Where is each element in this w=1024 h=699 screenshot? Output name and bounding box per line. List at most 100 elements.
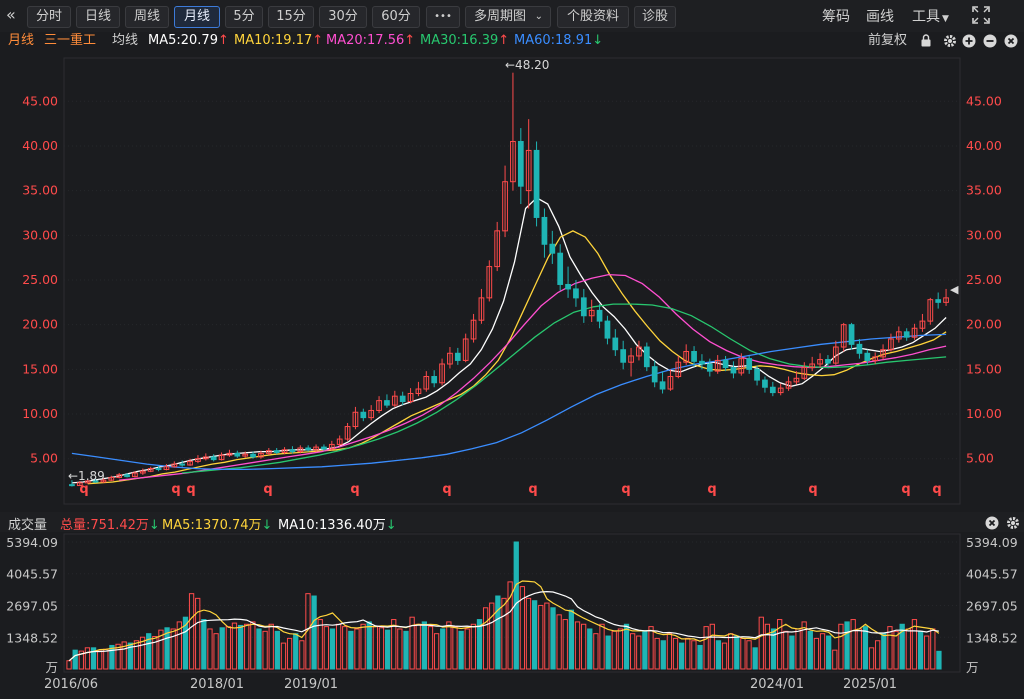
volume-bar (507, 581, 513, 670)
candle (273, 448, 280, 455)
draw-line-button[interactable]: 画线 (866, 9, 894, 25)
volume-bar (691, 640, 697, 670)
zoom-in-icon[interactable] (962, 34, 976, 48)
volume-bar (305, 593, 311, 670)
fullscreen-icon[interactable] (972, 6, 990, 28)
candle (817, 353, 823, 368)
settings-icon[interactable] (943, 34, 957, 48)
caret-down-icon: ▼ (942, 14, 949, 24)
candle (565, 266, 571, 298)
candle-body (258, 452, 264, 458)
volume-bar (378, 627, 385, 670)
date-label: 2024/01 (750, 677, 805, 692)
volume-bar (795, 628, 801, 670)
candle (762, 376, 768, 393)
volume-settings-icon[interactable] (1006, 515, 1020, 534)
tab-monthly[interactable]: 月线 (174, 6, 220, 28)
volume-bar (654, 637, 660, 670)
volume-bar (244, 623, 250, 670)
tab-5min[interactable]: 5分 (225, 6, 263, 28)
candle-body (840, 324, 847, 348)
tab-intraday[interactable]: 分时 (27, 6, 71, 28)
candle (903, 328, 910, 341)
candle (305, 445, 312, 452)
tab-weekly[interactable]: 周线 (125, 6, 169, 28)
candle-body (84, 480, 91, 484)
candle-body (202, 456, 209, 460)
volume-bar (862, 626, 869, 670)
stock-info-button[interactable]: 个股资料 (557, 6, 629, 28)
candle-body (864, 352, 871, 361)
ma60-value: MA60:18.91↓ (514, 33, 604, 48)
more-tabs-button[interactable]: ••• (426, 6, 460, 28)
up-arrow-icon: ↑ (217, 33, 229, 48)
candle (541, 208, 548, 258)
volume-bar (734, 635, 740, 670)
price-tick-left: 30.00 (22, 227, 58, 242)
volume-chart[interactable]: 5394.09 5394.09 4045.57 4045.57 2697.05 2697.… (0, 532, 1024, 678)
tab-15min[interactable]: 15分 (268, 6, 314, 28)
volume-tick-left: 5394.09 (6, 535, 58, 550)
candle (84, 479, 91, 484)
chips-button[interactable]: 筹码 (822, 9, 850, 25)
candle (675, 355, 682, 379)
ma30-line (182, 303, 947, 474)
stock-name: 三一重工 (44, 33, 97, 48)
candle-body (848, 324, 855, 345)
volume-tick-right: 4045.57 (966, 567, 1018, 582)
volume-bar (936, 650, 942, 670)
close-volume-icon[interactable] (985, 515, 999, 534)
tab-30min[interactable]: 30分 (319, 6, 367, 28)
volume-bar (531, 600, 538, 670)
candle-body (832, 346, 839, 364)
volume-bar (127, 642, 133, 670)
zoom-out-icon[interactable] (983, 34, 997, 48)
tab-60min[interactable]: 60分 (372, 6, 420, 28)
candle-body (423, 376, 430, 390)
volume-title: 成交量 (8, 518, 48, 533)
price-low-label: ←1.89 (68, 469, 105, 483)
candle-body (124, 474, 130, 478)
volume-bar (819, 633, 826, 670)
diagnose-button[interactable]: 诊股 (634, 6, 676, 28)
candle (139, 468, 146, 475)
volume-bar (881, 633, 887, 670)
volume-bar (580, 623, 587, 670)
volume-bar (789, 635, 795, 670)
ma-label[interactable]: 均线 (112, 33, 139, 48)
tools-dropdown[interactable]: 工具 ▼ (912, 8, 949, 28)
candle (407, 388, 414, 404)
volume-bar (323, 626, 329, 670)
candle-body (100, 479, 107, 483)
candle (872, 352, 879, 364)
candle (691, 346, 697, 367)
volume-bar (237, 624, 244, 670)
close-icon[interactable] (1004, 34, 1018, 48)
lock-icon[interactable] (919, 34, 933, 48)
adjust-mode[interactable]: 前复权 (868, 33, 908, 48)
dividend-marker: q (932, 482, 941, 497)
volume-bar (629, 633, 636, 670)
candle-body (273, 450, 280, 453)
volume-bar (329, 628, 336, 670)
volume-bar (268, 623, 274, 670)
candle (494, 221, 501, 272)
volume-bar (250, 621, 256, 670)
candle-body (549, 243, 556, 254)
candle-body (328, 443, 335, 450)
tab-daily[interactable]: 日线 (76, 6, 120, 28)
candle (336, 435, 343, 447)
candle-body (415, 388, 422, 394)
volume-bar (899, 623, 905, 670)
volume-bar (317, 619, 323, 670)
candle-body (620, 349, 627, 363)
candle-body (643, 346, 650, 368)
back-icon[interactable]: « (6, 5, 16, 24)
multi-period-dropdown[interactable]: 多周期图 ⌄ (465, 6, 551, 28)
volume-bar (672, 637, 679, 670)
date-axis: 2016/06 2018/01 2019/01 2024/01 2025/01 (0, 675, 1024, 699)
volume-bar (801, 621, 807, 670)
volume-bar (679, 642, 685, 670)
volume-bar (188, 593, 195, 670)
